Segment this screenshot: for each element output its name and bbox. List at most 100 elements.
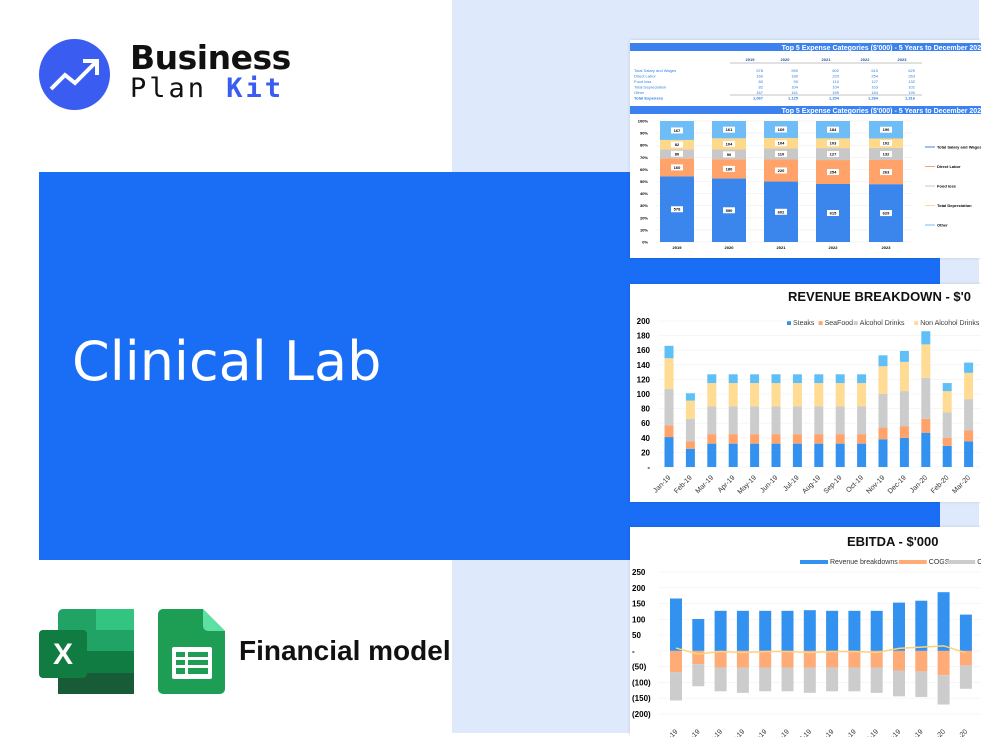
y-tick: 250 [632, 568, 646, 577]
ebitda-card: EBITDA - $'000 Revenue breakdowns COGS OPEX… [630, 527, 981, 737]
cell: 578 [756, 68, 763, 73]
bar-segment [814, 443, 824, 467]
bar-segment [750, 406, 760, 435]
bar-segment [759, 610, 772, 651]
bar-segment [893, 670, 905, 697]
bar-segment [921, 344, 931, 378]
y-tick: 100 [637, 390, 651, 399]
data-label: 102 [883, 141, 890, 146]
bar-segment [942, 412, 952, 438]
y-tick: 20% [640, 215, 648, 220]
bar-segment [899, 437, 909, 467]
bar-segment [792, 374, 802, 384]
bar-segment [803, 610, 816, 651]
bar-segment [878, 394, 888, 428]
data-label-bg [827, 126, 839, 133]
cell: 629 [908, 68, 915, 73]
cell: 132 [908, 79, 915, 84]
bar-segment [728, 383, 738, 407]
data-label-bg [827, 209, 839, 216]
x-tick: Jul-19 [782, 474, 801, 493]
bar-segment [893, 602, 905, 651]
bar-segment [921, 432, 931, 467]
data-label: 110 [778, 151, 785, 156]
cell: 102 [908, 85, 915, 90]
bar-segment [915, 600, 928, 651]
bar-segment [714, 667, 727, 692]
cell: 590 [791, 68, 798, 73]
legend-label: Total Depreciation [937, 203, 972, 208]
chart-title: Top 5 Expense Categories ($'000) - 5 Yea… [782, 108, 981, 115]
data-label-bg [671, 206, 683, 213]
cell: 602 [832, 68, 839, 73]
data-label-bg [775, 208, 787, 215]
y-tick: 30% [640, 203, 648, 208]
data-label-bg [880, 169, 892, 176]
legend-swatch [787, 321, 791, 325]
bar-segment [878, 439, 888, 467]
row-label: Direct Labor [634, 74, 656, 79]
bar-segment [750, 443, 760, 467]
bar-segment [771, 434, 781, 444]
data-label-bg [723, 165, 735, 172]
bar-segment [857, 443, 867, 467]
bar-segment [848, 610, 861, 651]
bar-segment [835, 443, 845, 467]
bar-segment [685, 393, 695, 401]
bar-segment [857, 434, 867, 444]
cell: 1,204 [829, 96, 840, 101]
bar-segment [728, 443, 738, 467]
page-title: Clinical Lab [72, 330, 382, 393]
cell: 180 [791, 74, 798, 79]
bar-segment [664, 425, 674, 438]
brand-name: Business [130, 38, 291, 77]
data-label-bg [827, 151, 839, 158]
bar-segment [771, 406, 781, 435]
cell: 1,125 [788, 96, 799, 101]
bar-segment [814, 406, 824, 435]
bar-segment [959, 614, 972, 651]
data-label: 190 [883, 127, 890, 132]
bar-segment [857, 374, 867, 384]
bar-segment [736, 667, 749, 693]
bar-segment [915, 650, 928, 672]
y-tick: 120 [637, 375, 651, 384]
y-tick: 50 [632, 631, 641, 640]
y-tick: 20 [641, 448, 650, 457]
table-title: Top 5 Expense Categories ($'000) - 5 Yea… [782, 45, 981, 52]
legend-label: Non Alcohol Drinks [920, 320, 980, 327]
data-label-bg [880, 126, 892, 133]
bar-segment [870, 650, 883, 668]
bar-segment [942, 391, 952, 413]
bar-segment [893, 650, 905, 671]
chart-title: EBITDA - $'000 [847, 534, 938, 549]
bar-segment [964, 441, 974, 467]
bar-segment [826, 610, 839, 651]
bar-segment [964, 362, 974, 373]
cell: 254 [871, 74, 878, 79]
chart-title-bar [630, 106, 981, 114]
cell: 110 [833, 79, 840, 84]
data-label: 104 [778, 141, 785, 146]
data-label: 169 [778, 127, 785, 132]
bar-segment [899, 350, 909, 362]
bar-segment [870, 667, 883, 693]
cell: 82 [759, 85, 764, 90]
bar-segment [899, 426, 909, 438]
bar-segment [848, 650, 861, 668]
bar-segment [792, 443, 802, 467]
bar-segment [915, 671, 928, 697]
data-label: 167 [674, 128, 681, 133]
data-label-bg [880, 210, 892, 217]
y-tick: 140 [637, 361, 651, 370]
row-label: Food loss [634, 79, 651, 84]
data-label-bg [827, 140, 839, 147]
bar-segment [736, 610, 749, 651]
data-label-bg [775, 150, 787, 157]
bar-segment [878, 427, 888, 440]
data-label: 590 [726, 208, 733, 213]
year-header: 2020 [781, 57, 791, 62]
bar-segment [750, 383, 760, 407]
x-tick: May-19 [737, 474, 759, 496]
x-tick: 2023 [882, 245, 892, 250]
